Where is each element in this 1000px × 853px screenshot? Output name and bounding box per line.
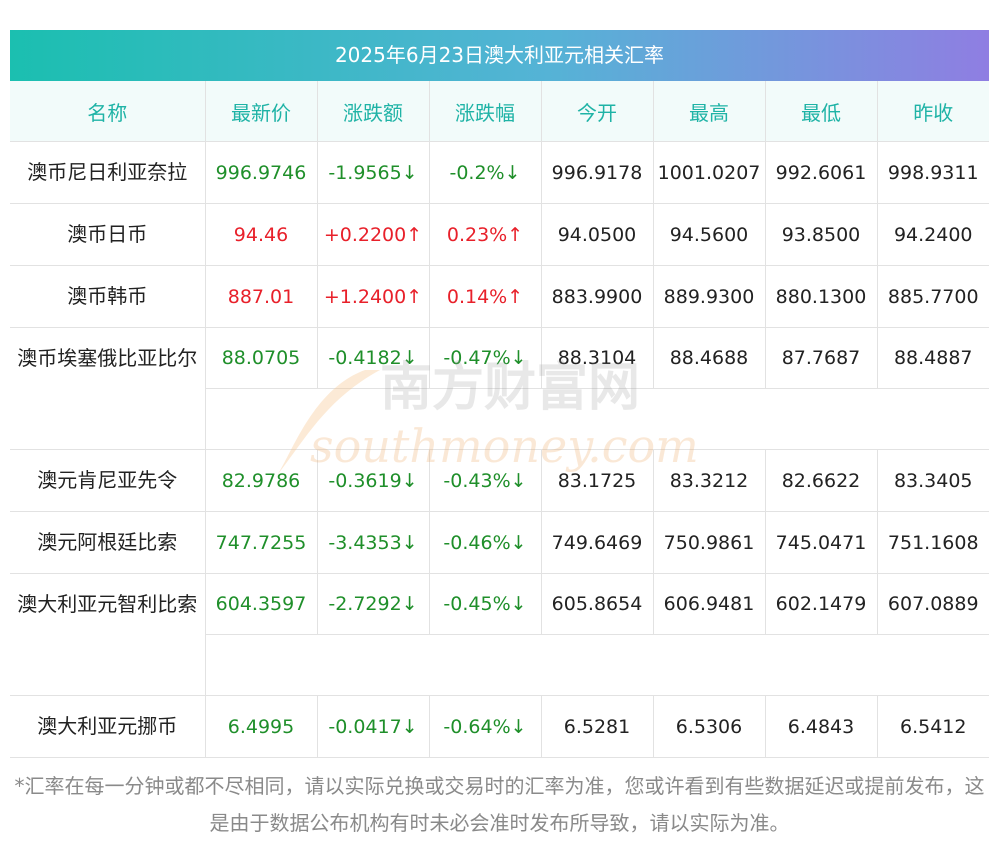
exchange-rate-table: 名称 最新价 涨跌额 涨跌幅 今开 最高 最低 昨收 澳币尼日利亚奈拉 996.… xyxy=(10,81,989,758)
rate-table-container: 2025年6月23日澳大利亚元相关汇率 名称 最新价 涨跌额 涨跌幅 今开 最高… xyxy=(10,30,989,758)
high-price: 6.5306 xyxy=(653,695,766,758)
low-price: 82.6622 xyxy=(765,449,878,512)
change-amount: -3.4353↓ xyxy=(317,511,430,574)
low-price: 6.4843 xyxy=(765,695,878,758)
low-price: 745.0471 xyxy=(765,511,878,574)
latest-price: 94.46 xyxy=(205,203,318,266)
prev-close-price: 83.3405 xyxy=(877,449,989,512)
currency-pair-name: 澳大利亚元智利比索 xyxy=(10,573,206,696)
table-row: 澳币埃塞俄比亚比尔 88.0705 -0.4182↓ -0.47%↓ 88.31… xyxy=(10,327,989,450)
currency-pair-name: 澳元肯尼亚先令 xyxy=(10,449,206,512)
change-amount: -0.0417↓ xyxy=(317,695,430,758)
low-price: 87.7687 xyxy=(765,327,878,389)
low-price: 602.1479 xyxy=(765,573,878,635)
low-price: 880.1300 xyxy=(765,265,878,328)
header-name: 名称 xyxy=(10,81,206,142)
open-price: 996.9178 xyxy=(541,141,654,204)
prev-close-price: 885.7700 xyxy=(877,265,989,328)
high-price: 88.4688 xyxy=(653,327,766,389)
open-price: 94.0500 xyxy=(541,203,654,266)
header-low: 最低 xyxy=(765,81,878,142)
table-row: 澳大利亚元智利比索 604.3597 -2.7292↓ -0.45%↓ 605.… xyxy=(10,573,989,696)
prev-close-price: 94.2400 xyxy=(877,203,989,266)
open-price: 749.6469 xyxy=(541,511,654,574)
currency-pair-name: 澳元阿根廷比索 xyxy=(10,511,206,574)
header-high: 最高 xyxy=(653,81,766,142)
change-percent: -0.64%↓ xyxy=(429,695,542,758)
high-price: 1001.0207 xyxy=(653,141,766,204)
table-row: 澳元肯尼亚先令 82.9786 -0.3619↓ -0.43%↓ 83.1725… xyxy=(10,449,989,512)
prev-close-price: 751.1608 xyxy=(877,511,989,574)
prev-close-price: 607.0889 xyxy=(877,573,989,635)
header-change: 涨跌额 xyxy=(317,81,430,142)
high-price: 750.9861 xyxy=(653,511,766,574)
change-amount: -0.4182↓ xyxy=(317,327,430,389)
latest-price: 604.3597 xyxy=(205,573,318,635)
change-percent: 0.23%↑ xyxy=(429,203,542,266)
high-price: 83.3212 xyxy=(653,449,766,512)
latest-price: 6.4995 xyxy=(205,695,318,758)
header-row: 名称 最新价 涨跌额 涨跌幅 今开 最高 最低 昨收 xyxy=(10,81,989,142)
latest-price: 88.0705 xyxy=(205,327,318,389)
currency-pair-name: 澳大利亚元挪币 xyxy=(10,695,206,758)
currency-pair-name: 澳币日币 xyxy=(10,203,206,266)
change-percent: -0.45%↓ xyxy=(429,573,542,635)
currency-pair-name: 澳币尼日利亚奈拉 xyxy=(10,141,206,204)
table-row-spacer xyxy=(10,388,989,450)
prev-close-price: 6.5412 xyxy=(877,695,989,758)
row-spacer xyxy=(205,388,989,450)
open-price: 83.1725 xyxy=(541,449,654,512)
low-price: 992.6061 xyxy=(765,141,878,204)
latest-price: 887.01 xyxy=(205,265,318,328)
high-price: 606.9481 xyxy=(653,573,766,635)
change-percent: -0.2%↓ xyxy=(429,141,542,204)
latest-price: 996.9746 xyxy=(205,141,318,204)
open-price: 88.3104 xyxy=(541,327,654,389)
table-row: 澳币日币 94.46 +0.2200↑ 0.23%↑ 94.0500 94.56… xyxy=(10,203,989,266)
header-change-pct: 涨跌幅 xyxy=(429,81,542,142)
change-percent: -0.47%↓ xyxy=(429,327,542,389)
currency-pair-name: 澳币埃塞俄比亚比尔 xyxy=(10,327,206,450)
disclaimer-footnote: *汇率在每一分钟或都不尽相同，请以实际兑换或交易时的汇率为准，您或许看到有些数据… xyxy=(14,774,985,835)
prev-close-price: 998.9311 xyxy=(877,141,989,204)
latest-price: 82.9786 xyxy=(205,449,318,512)
open-price: 6.5281 xyxy=(541,695,654,758)
low-price: 93.8500 xyxy=(765,203,878,266)
open-price: 605.8654 xyxy=(541,573,654,635)
table-row: 澳大利亚元挪币 6.4995 -0.0417↓ -0.64%↓ 6.5281 6… xyxy=(10,695,989,758)
change-percent: -0.43%↓ xyxy=(429,449,542,512)
header-prev-close: 昨收 xyxy=(877,81,989,142)
high-price: 889.9300 xyxy=(653,265,766,328)
header-latest: 最新价 xyxy=(205,81,318,142)
header-open: 今开 xyxy=(541,81,654,142)
prev-close-price: 88.4887 xyxy=(877,327,989,389)
table-row: 澳币尼日利亚奈拉 996.9746 -1.9565↓ -0.2%↓ 996.91… xyxy=(10,141,989,204)
change-amount: +0.2200↑ xyxy=(317,203,430,266)
open-price: 883.9900 xyxy=(541,265,654,328)
table-row: 澳元阿根廷比索 747.7255 -3.4353↓ -0.46%↓ 749.64… xyxy=(10,511,989,574)
change-amount: +1.2400↑ xyxy=(317,265,430,328)
change-amount: -1.9565↓ xyxy=(317,141,430,204)
table-title: 2025年6月23日澳大利亚元相关汇率 xyxy=(10,30,989,81)
currency-pair-name: 澳币韩币 xyxy=(10,265,206,328)
table-row: 澳币韩币 887.01 +1.2400↑ 0.14%↑ 883.9900 889… xyxy=(10,265,989,328)
table-row-spacer xyxy=(10,634,989,696)
change-amount: -2.7292↓ xyxy=(317,573,430,635)
change-amount: -0.3619↓ xyxy=(317,449,430,512)
latest-price: 747.7255 xyxy=(205,511,318,574)
high-price: 94.5600 xyxy=(653,203,766,266)
change-percent: 0.14%↑ xyxy=(429,265,542,328)
change-percent: -0.46%↓ xyxy=(429,511,542,574)
row-spacer xyxy=(205,634,989,696)
